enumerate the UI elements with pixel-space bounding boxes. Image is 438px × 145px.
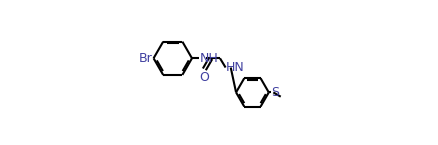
Text: HN: HN xyxy=(225,61,244,74)
Text: Br: Br xyxy=(138,52,152,65)
Text: NH: NH xyxy=(200,52,219,65)
Text: O: O xyxy=(199,71,209,85)
Text: S: S xyxy=(271,86,279,99)
